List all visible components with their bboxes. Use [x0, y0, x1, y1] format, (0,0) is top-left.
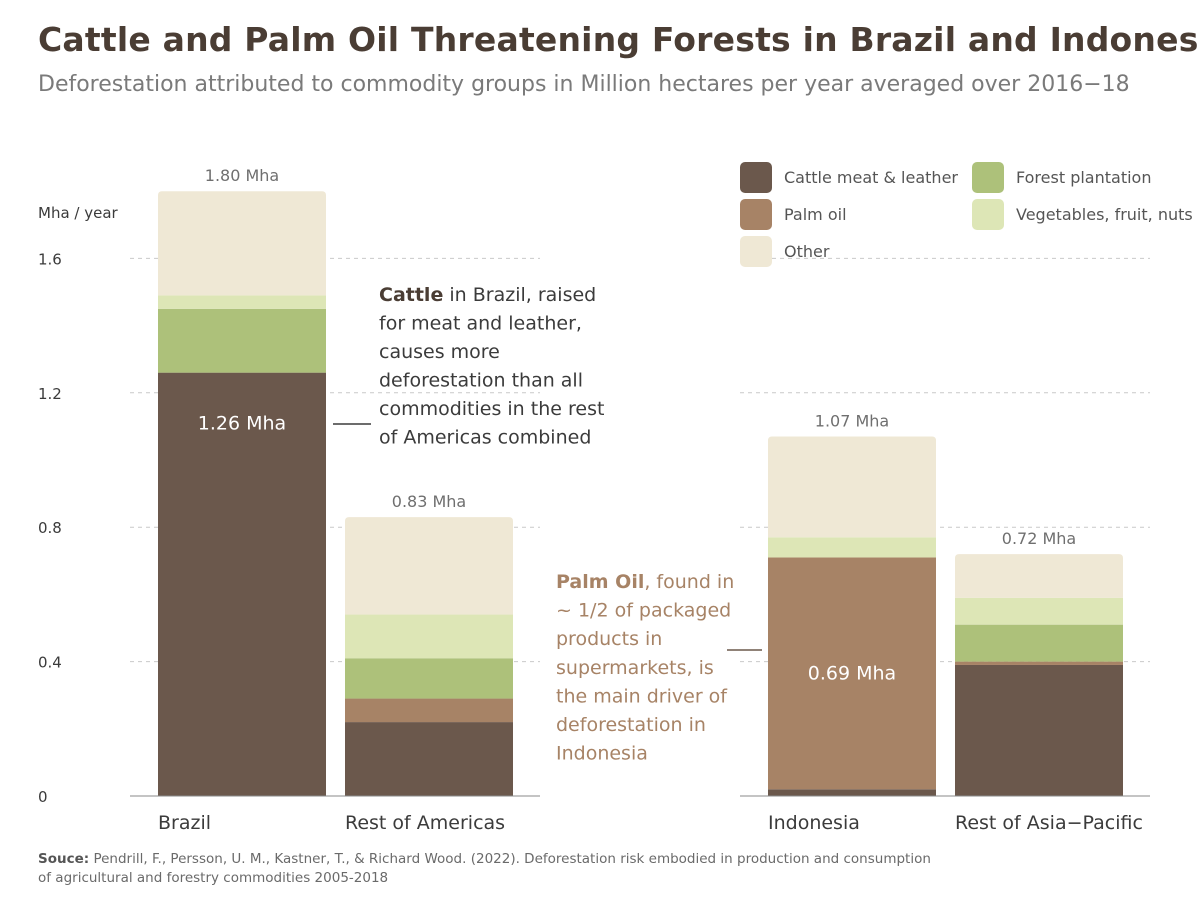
legend-swatch	[972, 162, 1004, 193]
bar-segment	[158, 191, 326, 296]
legend-item: Forest plantation	[972, 162, 1151, 193]
total-label: 1.80 Mha	[205, 166, 279, 185]
y-tick-label: 1.2	[38, 385, 62, 403]
annotation-text: , found in	[644, 571, 734, 593]
bar-segment	[158, 372, 326, 796]
x-tick-label: Rest of Americas	[345, 812, 505, 834]
bar-segment	[158, 295, 326, 309]
annotation-line: Indonesia	[556, 743, 648, 765]
annotation-line: of Americas combined	[379, 427, 591, 449]
legend: Cattle meat & leather Forest plantation Pa…	[740, 162, 1193, 267]
inner-value-label: 1.26 Mha	[198, 413, 286, 435]
legend-item: Other	[740, 236, 830, 267]
annotation-line: deforestation in	[556, 714, 706, 736]
y-tick-labels: 0 0.4 0.8 1.2 1.6	[38, 250, 62, 806]
source-text-line2: of agricultural and forestry commodities…	[38, 870, 389, 886]
bar-segment	[955, 664, 1123, 796]
annotation-line: ~ 1/2 of packaged	[556, 600, 731, 622]
bar-segment	[768, 436, 936, 538]
chart-subtitle: Deforestation attributed to commodity gr…	[38, 72, 1130, 97]
annotation-line: commodities in the rest	[379, 398, 604, 420]
y-tick-label: 0	[38, 788, 48, 806]
bar-segment	[768, 557, 936, 790]
bar-group: 0.72 Mha	[955, 529, 1123, 796]
annotation-line: causes more	[379, 341, 500, 363]
legend-item: Vegetables, fruit, nuts	[972, 199, 1193, 230]
y-tick-label: 0.4	[38, 654, 62, 672]
bar-segment	[345, 698, 513, 723]
annotation-palm: Palm Oil, found in ~ 1/2 of packaged produ…	[556, 571, 762, 765]
x-tick-labels: Brazil Rest of Americas Indonesia Rest of A…	[158, 812, 1143, 834]
y-tick-label: 0.8	[38, 519, 62, 537]
stacked-bar-chart: 0 0.4 0.8 1.2 1.6 Mha / year 1.80 Mha 0.83 Mh…	[38, 162, 1193, 834]
bar-segment	[955, 597, 1123, 625]
legend-swatch	[740, 199, 772, 230]
inner-value-label: 0.69 Mha	[808, 662, 896, 684]
annotation-bold: Cattle	[379, 284, 443, 306]
legend-item: Palm oil	[740, 199, 847, 230]
legend-swatch	[740, 236, 772, 267]
annotation-line: products in	[556, 628, 662, 650]
source-text-line1: Pendrill, F., Persson, U. M., Kastner, T…	[93, 851, 931, 867]
y-tick-label: 1.6	[38, 250, 62, 268]
x-tick-label: Indonesia	[768, 812, 860, 834]
legend-swatch	[972, 199, 1004, 230]
legend-item: Cattle meat & leather	[740, 162, 958, 193]
bar-segment	[768, 789, 936, 796]
bar-segment	[955, 554, 1123, 598]
bars: 1.80 Mha 0.83 Mha 1.07 Mha 0.72 Mha 1.26 Mha…	[158, 166, 1123, 796]
annotation-text: in Brazil, raised	[443, 284, 596, 306]
annotations: Cattle in Brazil, raised for meat and lea…	[333, 284, 762, 765]
bar-segment	[345, 614, 513, 659]
source-note: Souce: Pendrill, F., Persson, U. M., Kas…	[38, 850, 1038, 888]
bar-segment	[345, 722, 513, 796]
bar-group: 1.80 Mha	[158, 166, 326, 796]
annotation-line: Cattle in Brazil, raised	[379, 284, 596, 306]
annotation-line: the main driver of	[556, 685, 728, 707]
bar-segment	[345, 517, 513, 615]
bar-segment	[768, 537, 936, 558]
annotation-cattle: Cattle in Brazil, raised for meat and lea…	[333, 284, 604, 449]
x-tick-label: Rest of Asia−Pacific	[955, 812, 1143, 834]
bar-segment	[158, 308, 326, 373]
annotation-line: for meat and leather,	[379, 313, 582, 335]
bar-segment	[955, 661, 1123, 665]
legend-swatch	[740, 162, 772, 193]
annotation-line: deforestation than all	[379, 370, 583, 392]
y-axis-label: Mha / year	[38, 204, 119, 222]
annotation-line: supermarkets, is	[556, 657, 714, 679]
bar-group: 1.07 Mha	[768, 411, 936, 796]
total-label: 1.07 Mha	[815, 411, 889, 430]
legend-label: Cattle meat & leather	[784, 168, 958, 187]
annotation-line: Palm Oil, found in	[556, 571, 734, 593]
chart-title: Cattle and Palm Oil Threatening Forests …	[38, 20, 1200, 59]
legend-label: Forest plantation	[1016, 168, 1151, 187]
bar-segment	[345, 658, 513, 699]
legend-label: Vegetables, fruit, nuts	[1016, 205, 1193, 224]
legend-label: Other	[784, 242, 830, 261]
legend-label: Palm oil	[784, 205, 847, 224]
source-label: Souce:	[38, 851, 90, 867]
total-label: 0.83 Mha	[392, 492, 466, 511]
annotation-bold: Palm Oil	[556, 571, 644, 593]
bar-segment	[955, 624, 1123, 662]
total-label: 0.72 Mha	[1002, 529, 1076, 548]
bar-group: 0.83 Mha	[345, 492, 513, 796]
x-tick-label: Brazil	[158, 812, 211, 834]
